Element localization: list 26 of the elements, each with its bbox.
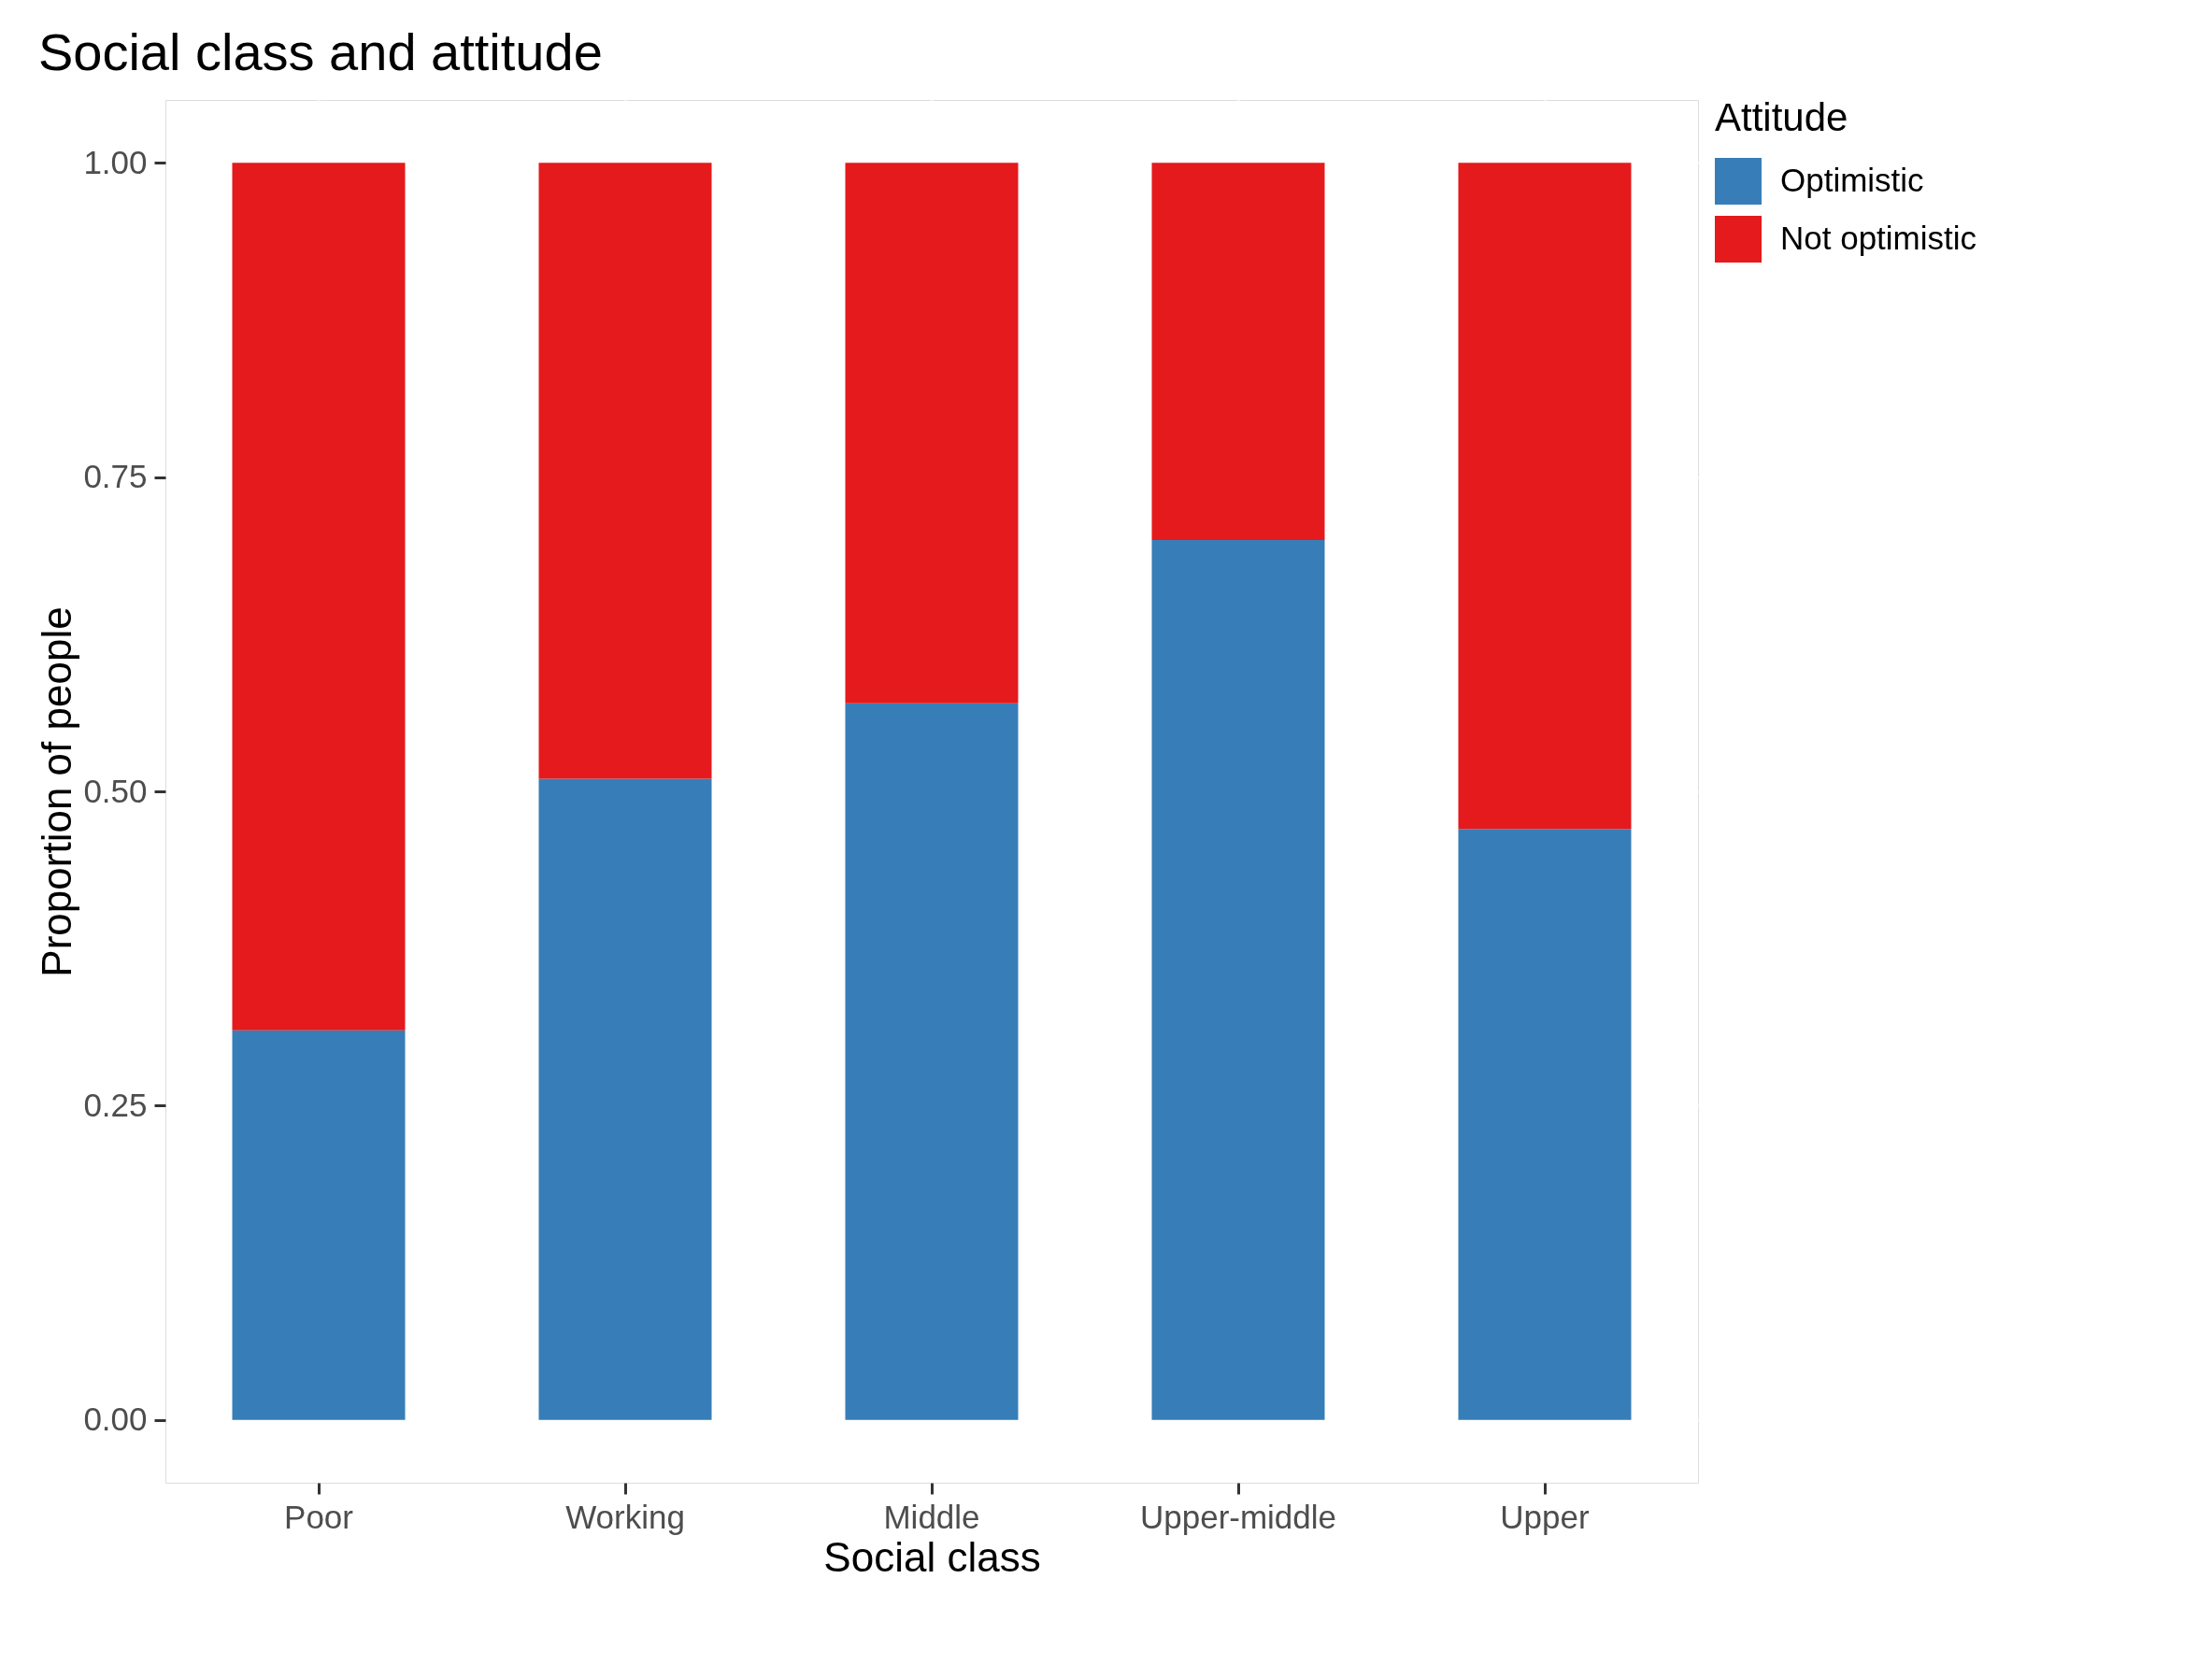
bar — [538, 163, 712, 779]
legend-label: Not optimistic — [1780, 220, 1977, 256]
bar — [232, 1030, 406, 1420]
y-tick-label: 0.50 — [83, 772, 148, 809]
x-tick-label: Poor — [284, 1498, 354, 1535]
legend-title: Attitude — [1715, 95, 1848, 139]
bar — [1458, 163, 1632, 830]
y-axis-title: Proportion of people — [34, 606, 80, 977]
bar — [232, 163, 406, 1031]
y-tick-label: 1.00 — [83, 143, 148, 180]
x-tick-label: Working — [565, 1498, 685, 1535]
x-tick-label: Upper-middle — [1139, 1498, 1337, 1535]
bar — [845, 163, 1019, 704]
legend-label: Optimistic — [1780, 162, 1924, 198]
bar — [1151, 163, 1325, 540]
bar — [1151, 539, 1325, 1420]
bar — [845, 703, 1019, 1420]
y-tick-label: 0.75 — [83, 458, 148, 495]
x-tick-label: Upper — [1500, 1498, 1591, 1535]
x-tick-label: Middle — [883, 1498, 980, 1535]
y-tick-label: 0.00 — [83, 1401, 148, 1438]
chart-title: Social class and attitude — [37, 22, 603, 81]
bar — [538, 778, 712, 1420]
x-axis-title: Social class — [823, 1533, 1041, 1580]
bar — [1458, 829, 1632, 1420]
y-tick-label: 0.25 — [83, 1086, 148, 1123]
